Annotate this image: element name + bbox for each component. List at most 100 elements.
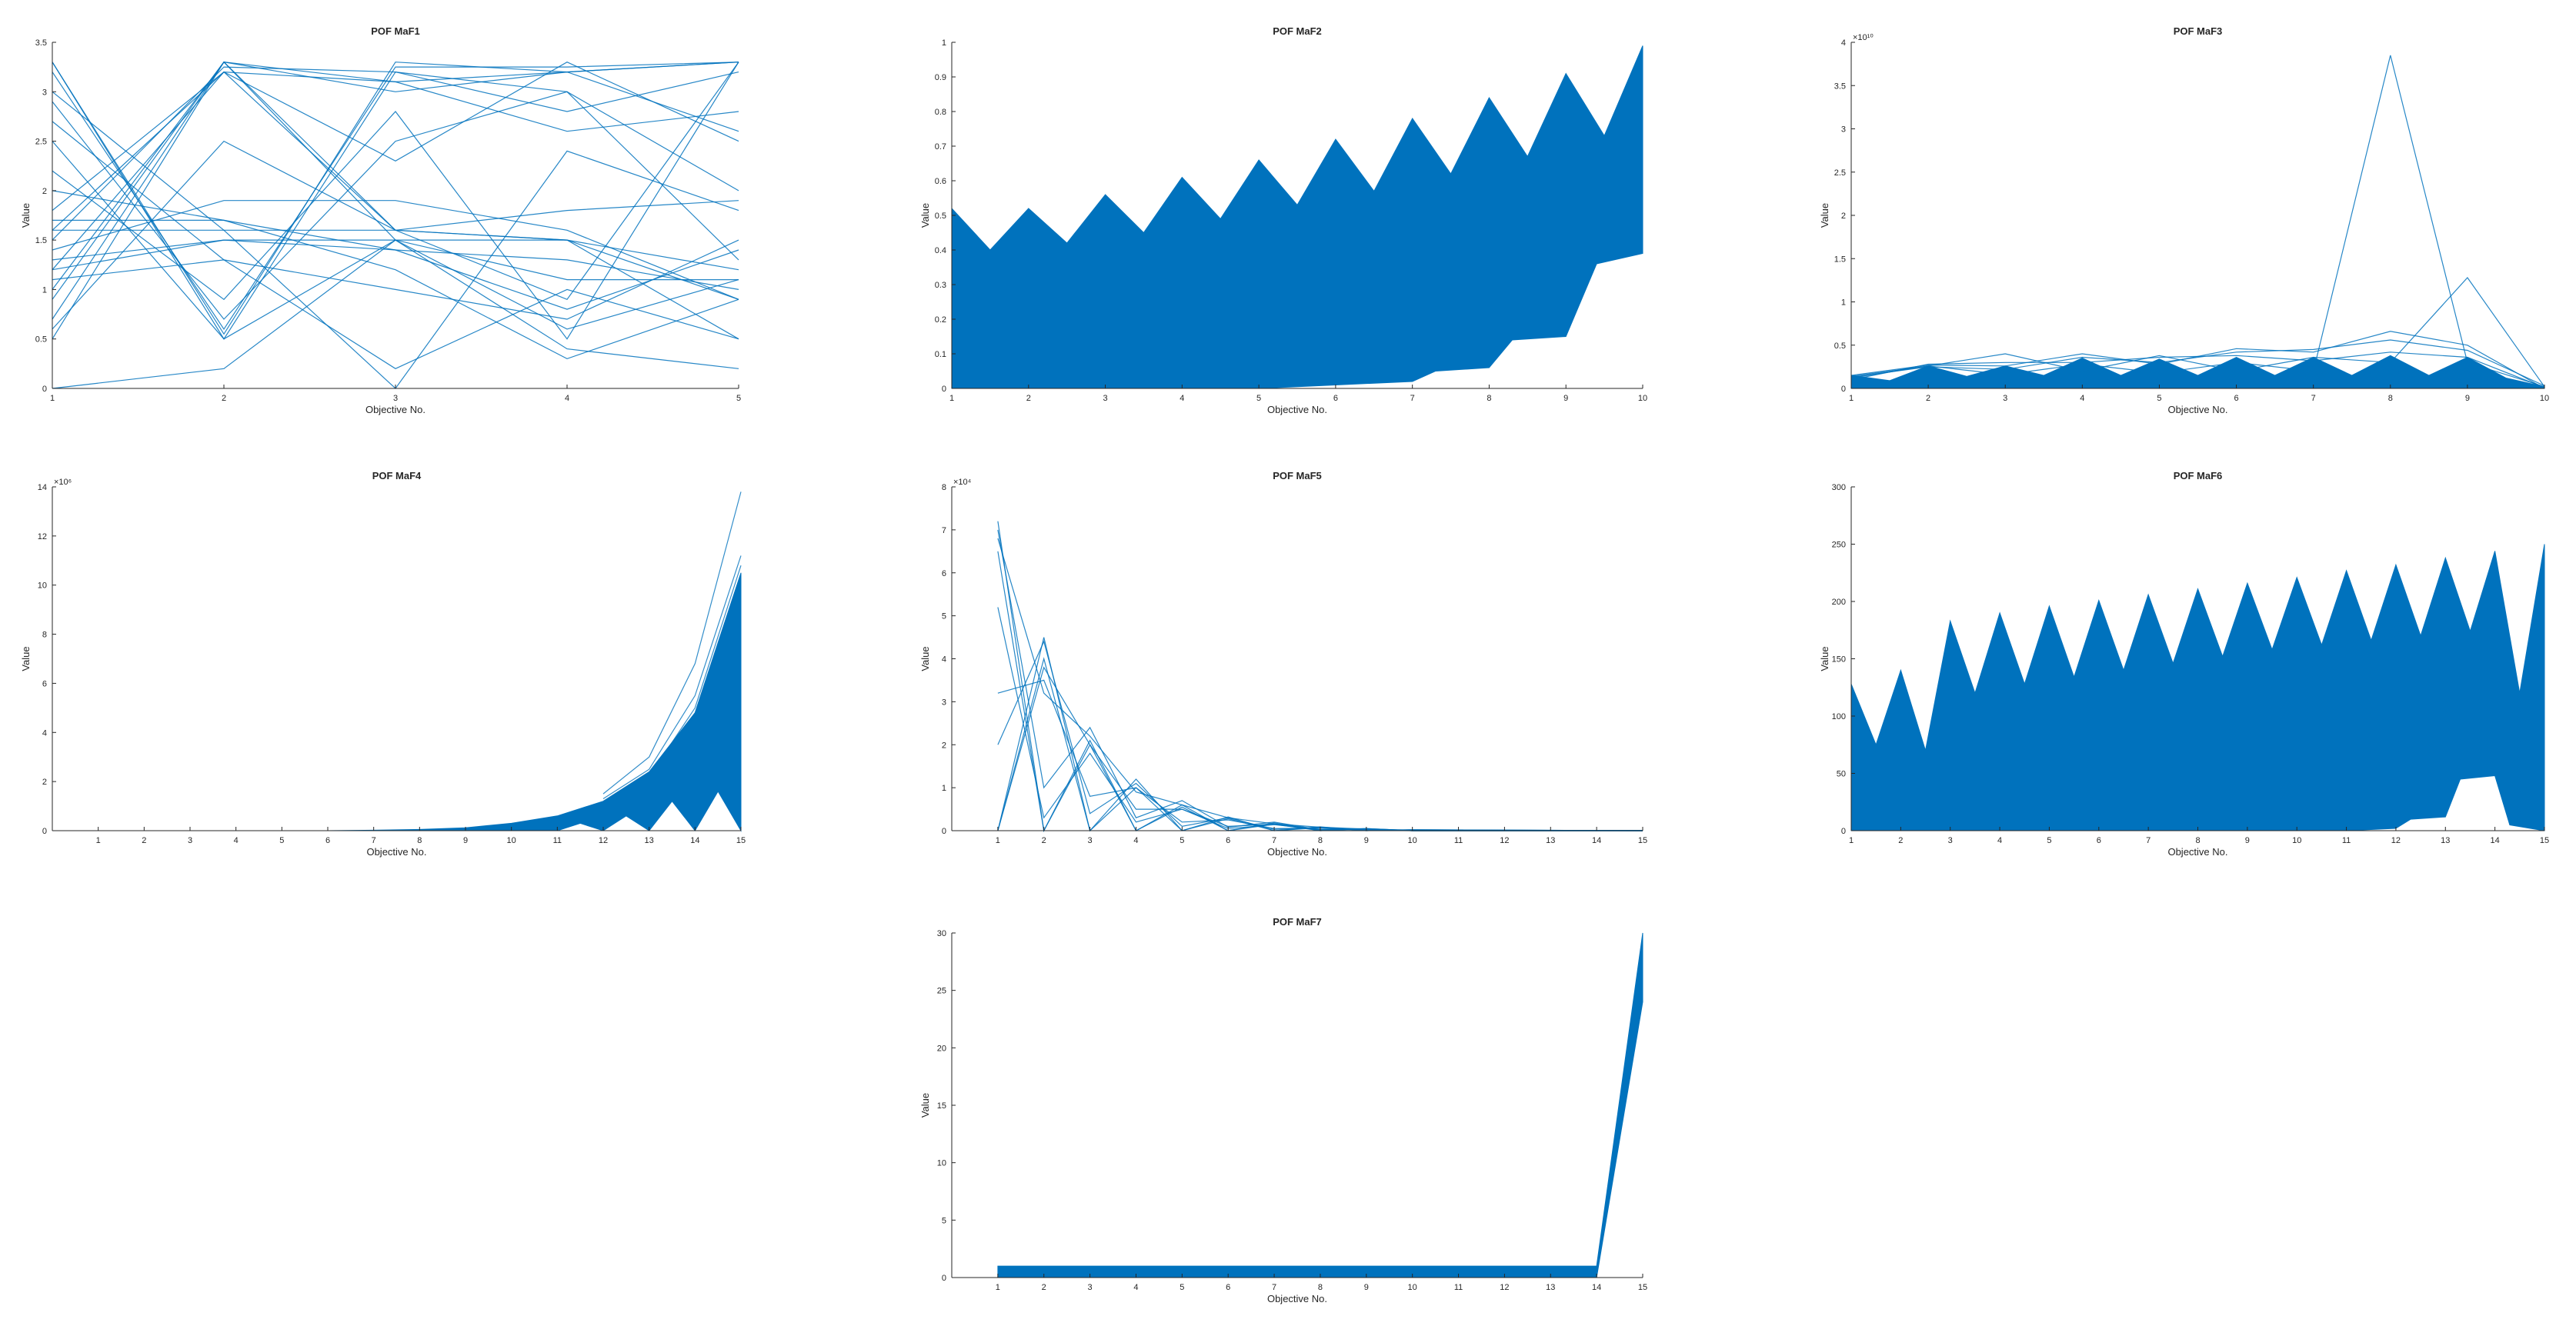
y-tick-label: 300 (1832, 483, 1846, 492)
x-axis-label: Objective No. (1267, 404, 1327, 415)
y-tick-label: 5 (942, 612, 946, 621)
y-tick-label: 100 (1832, 712, 1846, 721)
x-tick-label: 5 (2157, 394, 2161, 403)
x-tick-label: 12 (599, 836, 608, 845)
series-line (649, 565, 742, 778)
y-tick-label: 1.5 (35, 236, 47, 245)
y-tick-label: 3 (1841, 125, 1846, 135)
x-tick-label: 4 (1133, 1283, 1138, 1292)
x-tick-label: 2 (1026, 394, 1031, 403)
y-tick-label: 2 (942, 741, 946, 750)
chart-title: POF MaF1 (371, 25, 420, 37)
x-tick-label: 10 (1408, 836, 1417, 845)
y-axis-exponent: ×10⁴ (953, 478, 972, 487)
x-tick-label: 15 (1638, 1283, 1647, 1292)
x-tick-label: 7 (1272, 836, 1276, 845)
y-tick-label: 1 (1841, 298, 1846, 308)
x-tick-label: 10 (1408, 1283, 1417, 1292)
x-tick-label: 7 (1410, 394, 1415, 403)
x-tick-label: 9 (2245, 836, 2250, 845)
x-tick-label: 2 (222, 394, 226, 403)
series-line (52, 121, 739, 320)
y-tick-label: 4 (1841, 38, 1846, 48)
y-tick-label: 0.3 (935, 281, 946, 290)
series-line (52, 62, 739, 300)
y-axis-label: Value (20, 646, 32, 671)
x-tick-label: 1 (96, 836, 101, 845)
x-tick-label: 3 (1103, 394, 1107, 403)
x-tick-label: 2 (1042, 1283, 1046, 1292)
x-tick-label: 5 (1256, 394, 1261, 403)
x-tick-label: 1 (949, 394, 954, 403)
x-tick-label: 6 (1226, 836, 1230, 845)
x-tick-label: 7 (1272, 1283, 1276, 1292)
y-tick-label: 0.9 (935, 73, 946, 82)
series-line (52, 62, 739, 231)
y-tick-label: 2.5 (1834, 168, 1846, 178)
x-axis-label: Objective No. (2167, 404, 2227, 415)
y-tick-label: 8 (942, 483, 946, 492)
x-tick-label: 9 (2465, 394, 2470, 403)
y-tick-label: 0 (1841, 827, 1846, 836)
series-line (52, 200, 739, 300)
y-tick-label: 1 (942, 38, 946, 48)
x-tick-label: 4 (2080, 394, 2084, 403)
y-tick-label: 0 (42, 385, 47, 394)
x-tick-label: 14 (2491, 836, 2500, 845)
x-tick-label: 11 (2342, 836, 2351, 845)
x-tick-label: 8 (1318, 1283, 1323, 1292)
subplot-maf2: POF MaF2 1 2 3 4 5 6 7 8 9 10 0 0.1 0.2 0.3 0.4 0.5 0.6 0.… (919, 25, 1647, 415)
x-tick-label: 12 (2391, 836, 2401, 845)
x-tick-label: 12 (1500, 836, 1509, 845)
series-line (52, 219, 739, 360)
series-band (98, 572, 742, 832)
series-line (52, 140, 739, 330)
series-line (52, 259, 739, 369)
x-tick-label: 11 (1454, 836, 1463, 845)
x-tick-label: 13 (1546, 1283, 1555, 1292)
y-tick-label: 5 (942, 1216, 946, 1225)
x-tick-label: 12 (1500, 1283, 1509, 1292)
series-line (1850, 277, 2545, 388)
y-tick-label: 6 (42, 679, 47, 688)
y-tick-label: 25 (937, 987, 946, 996)
x-tick-label: 9 (463, 836, 468, 845)
y-tick-label: 0.2 (935, 315, 946, 325)
x-tick-label: 8 (1318, 836, 1323, 845)
x-tick-label: 14 (690, 836, 699, 845)
y-axis-label: Value (919, 646, 931, 671)
y-tick-label: 10 (937, 1159, 946, 1168)
y-tick-label: 0.8 (935, 108, 946, 117)
y-tick-label: 4 (42, 728, 47, 738)
x-tick-label: 6 (2097, 836, 2101, 845)
y-tick-label: 0 (942, 385, 946, 394)
subplot-maf3: POF MaF3 1 2 3 4 5 6 7 8 9 10 0 0.5 1 1.5 2 2.5 3 3.5 4 ×10¹… (1819, 25, 2549, 415)
x-tick-label: 1 (50, 394, 55, 403)
x-tick-label: 3 (393, 394, 398, 403)
x-axis-label: Objective No. (1267, 1293, 1327, 1304)
series-band (1850, 544, 2545, 831)
x-tick-label: 13 (2441, 836, 2450, 845)
x-tick-label: 2 (142, 836, 146, 845)
x-tick-label: 4 (1180, 394, 1184, 403)
x-tick-label: 8 (2388, 394, 2393, 403)
y-tick-label: 3.5 (35, 38, 47, 48)
series-line (52, 62, 739, 330)
x-tick-label: 13 (645, 836, 654, 845)
x-tick-label: 6 (2234, 394, 2238, 403)
x-axis-label: Objective No. (2167, 846, 2227, 858)
x-tick-label: 10 (1638, 394, 1647, 403)
x-tick-label: 4 (565, 394, 569, 403)
series-line (52, 62, 739, 340)
chart-title: POF MaF7 (1273, 916, 1322, 928)
x-tick-label: 15 (2540, 836, 2549, 845)
y-tick-label: 0.7 (935, 142, 946, 152)
series-line (602, 491, 742, 795)
series-line (1850, 339, 2545, 387)
x-tick-label: 5 (279, 836, 284, 845)
y-tick-label: 2.5 (35, 138, 47, 147)
x-tick-label: 15 (736, 836, 746, 845)
